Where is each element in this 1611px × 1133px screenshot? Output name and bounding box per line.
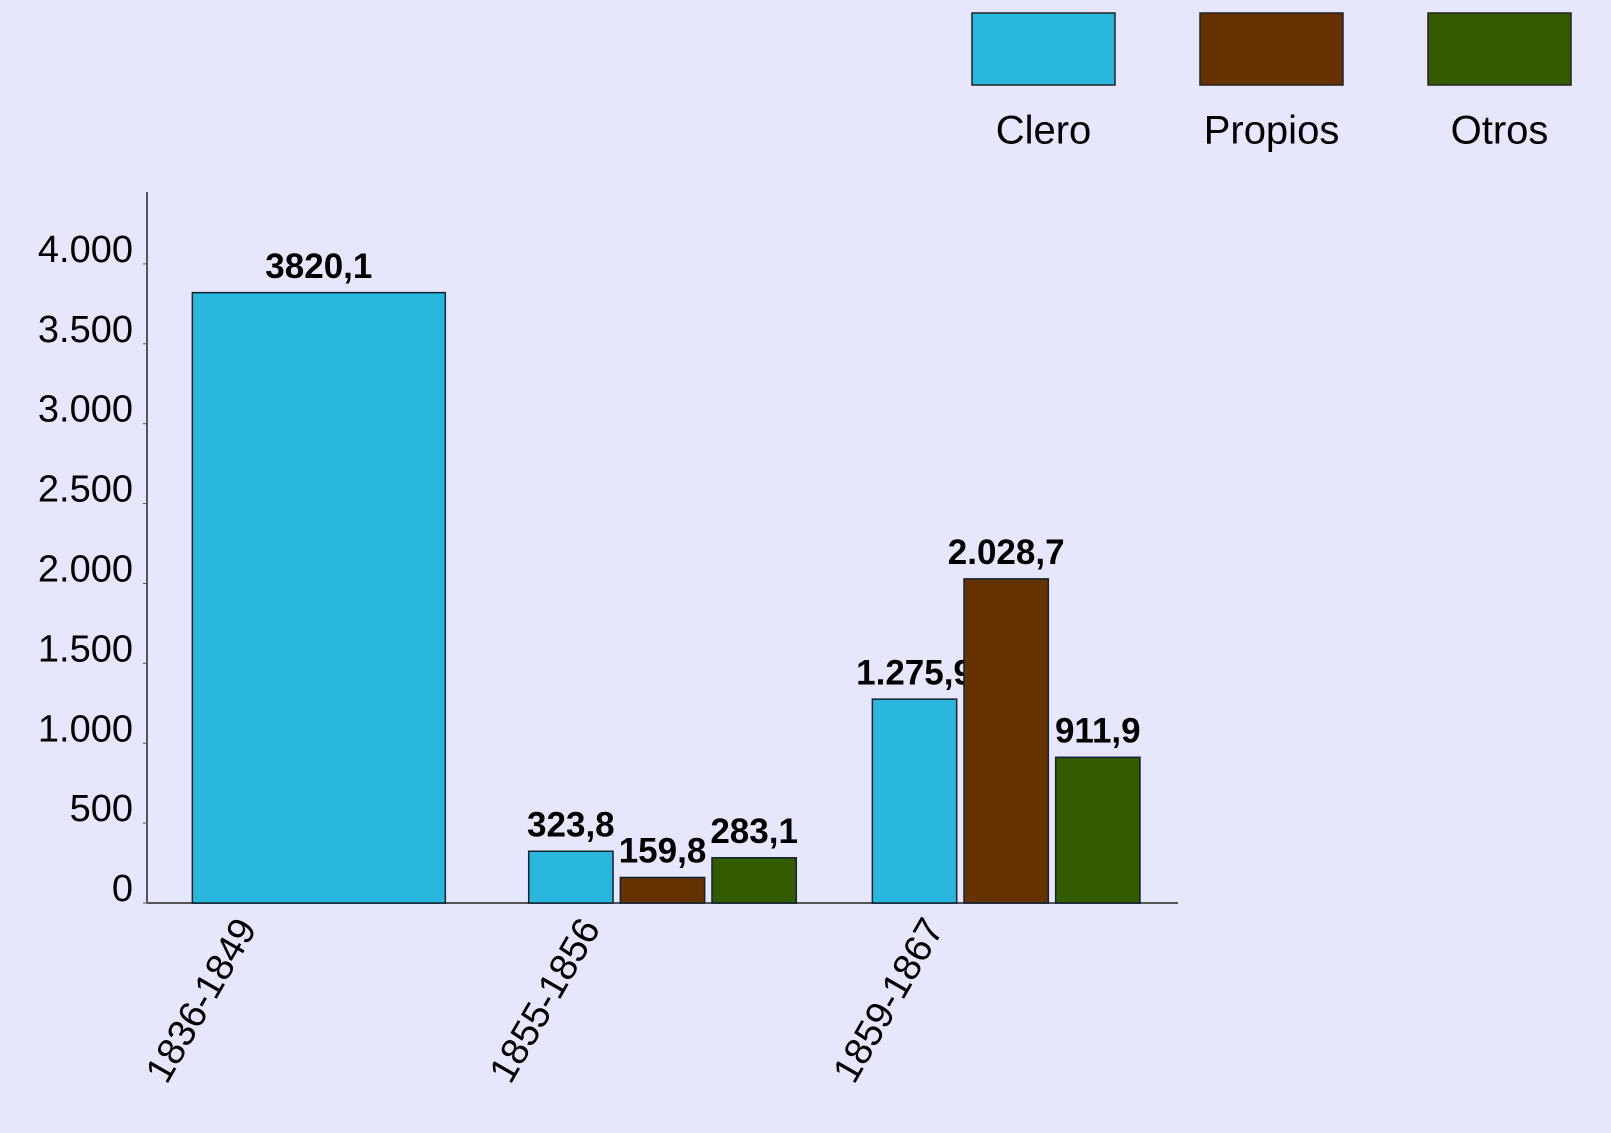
legend-swatch — [1427, 12, 1572, 86]
bar — [963, 578, 1050, 904]
y-tick-label: 1.500 — [38, 628, 133, 670]
y-tick-label: 3.500 — [38, 309, 133, 351]
bar — [527, 850, 614, 904]
y-tick-label: 2.500 — [38, 469, 133, 511]
y-tick-label: 4.000 — [38, 229, 133, 271]
value-label: 2.028,7 — [948, 533, 1065, 572]
value-label: 159,8 — [619, 832, 707, 871]
y-tick-label: 0 — [112, 868, 133, 910]
bar — [191, 291, 447, 904]
legend-label: Otros — [1451, 109, 1549, 153]
y-tick-label: 3.000 — [38, 389, 133, 431]
value-label: 1.275,9 — [856, 653, 973, 692]
y-tick-label: 2.000 — [38, 548, 133, 590]
bar — [711, 857, 798, 904]
legend-swatch — [971, 12, 1116, 86]
bar — [1054, 756, 1141, 904]
legend-label: Clero — [996, 109, 1092, 153]
value-label: 3820,1 — [265, 247, 372, 286]
bar — [871, 698, 958, 904]
y-tick-label: 500 — [70, 788, 133, 830]
value-label: 323,8 — [527, 806, 615, 845]
legend-swatch — [1199, 12, 1344, 86]
legend-label: Propios — [1204, 109, 1340, 153]
value-label: 283,1 — [710, 812, 798, 851]
value-label: 911,9 — [1055, 712, 1141, 751]
y-tick-label: 1.000 — [38, 708, 133, 750]
bar — [619, 876, 706, 904]
